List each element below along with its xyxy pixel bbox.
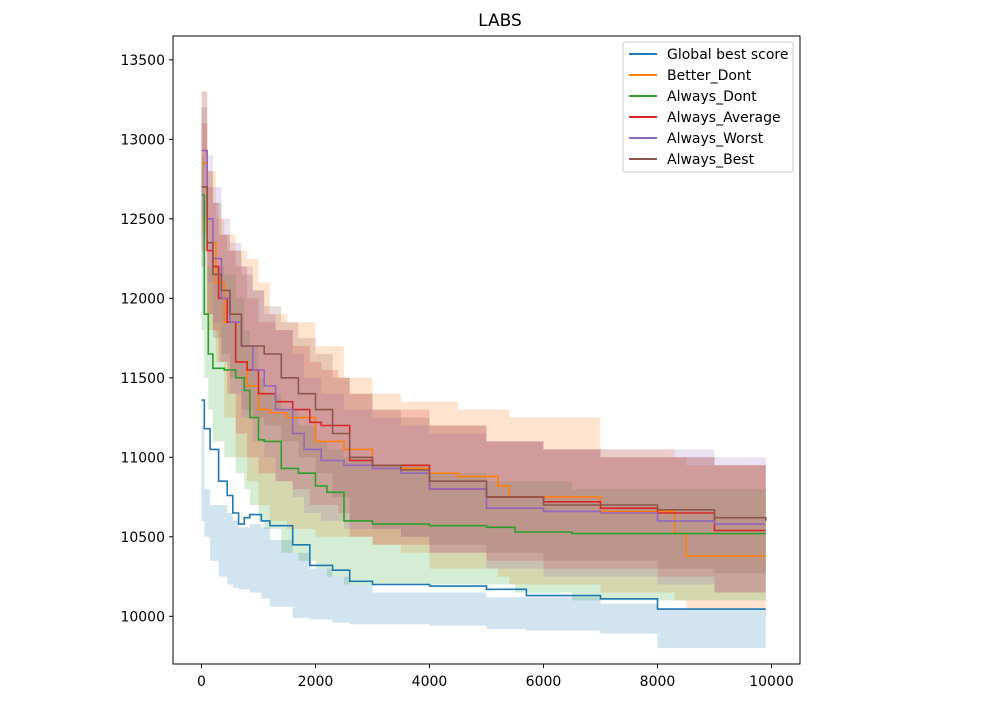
- band-series-1: [201, 91, 766, 609]
- y-tick-label: 10000: [120, 609, 165, 625]
- x-tick-label: 10000: [749, 674, 794, 690]
- band-series-0: [201, 425, 766, 649]
- y-tick-label: 12000: [120, 291, 165, 307]
- y-tick-label: 11500: [120, 371, 165, 387]
- y-axis: 10000 10500 11000 11500 12000 12500 13000 13500: [120, 53, 173, 625]
- legend: Global best score Better_Dont Always_Dont A…: [622, 41, 794, 173]
- x-tick-label: 0: [197, 674, 206, 690]
- confidence-bands: [201, 91, 766, 649]
- band-series-5: [201, 107, 766, 574]
- legend-label: Always_Worst: [667, 131, 764, 147]
- chart-title: LABS: [478, 11, 522, 31]
- y-tick-label: 13000: [120, 132, 165, 148]
- x-tick-label: 6000: [526, 674, 562, 690]
- plot-area: [172, 35, 801, 665]
- legend-box: [622, 41, 794, 173]
- legend-label: Better_Dont: [667, 68, 752, 84]
- x-axis: 0 2000 4000 6000 8000 10000: [197, 664, 794, 690]
- legend-label: Always_Average: [667, 110, 781, 126]
- y-tick-label: 10500: [120, 530, 165, 546]
- x-tick-label: 2000: [298, 674, 334, 690]
- y-tick-label: 13500: [120, 53, 165, 69]
- y-tick-label: 12500: [120, 212, 165, 228]
- legend-label: Always_Best: [667, 152, 755, 168]
- line-series-2: [201, 194, 766, 535]
- band-series-2: [201, 155, 766, 601]
- band-series-3: [201, 123, 766, 593]
- legend-label: Global best score: [667, 47, 788, 63]
- y-tick-label: 11000: [120, 450, 165, 466]
- legend-label: Always_Dont: [667, 89, 757, 105]
- x-tick-label: 4000: [412, 674, 448, 690]
- series-lines: [201, 149, 767, 610]
- line-series-5: [201, 186, 767, 521]
- x-tick-label: 8000: [640, 674, 676, 690]
- band-series-4: [201, 91, 766, 593]
- line-series-4: [201, 149, 766, 525]
- line-series-0: [201, 399, 766, 610]
